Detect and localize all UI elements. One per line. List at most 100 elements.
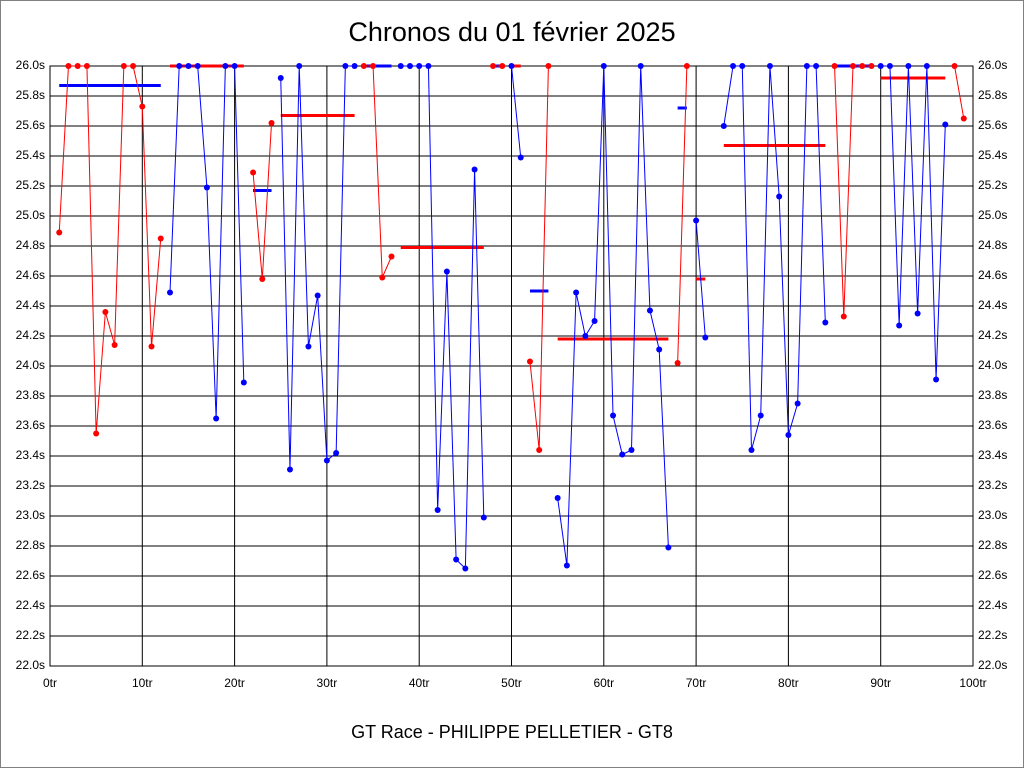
y-tick-label: 22.6s [16,568,45,582]
lap-point [646,307,653,314]
x-tick-label: 30tr [317,676,338,690]
y2-tick-label: 23.6s [978,418,1007,432]
lap-point [508,63,515,69]
lap-point [683,63,690,69]
y-tick-label: 24.0s [16,358,45,372]
lap-point [250,169,257,176]
chart-title: Chronos du 01 février 2025 [348,17,675,47]
lap-point [600,63,607,69]
y-tick-label: 22.8s [16,538,45,552]
y-tick-label: 22.4s [16,598,45,612]
y-tick-label: 26.0s [16,58,45,72]
lap-point [480,514,487,521]
lap-point [65,63,72,69]
lap-point [56,229,63,236]
x-tick-label: 90tr [870,676,891,690]
lap-line [400,65,485,570]
y2-tick-label: 24.8s [978,238,1007,252]
lap-point [822,319,829,326]
lap-point [157,235,164,242]
lap-point [185,63,192,69]
y-tick-label: 25.0s [16,208,45,222]
lap-point [296,63,303,69]
lap-point [453,556,460,563]
y-tick-label: 25.6s [16,118,45,132]
y-tick-label: 23.6s [16,418,45,432]
lap-point [840,313,847,320]
y2-tick-label: 22.0s [978,658,1007,672]
lap-line [363,65,392,278]
lap-point [286,466,293,473]
lap-point [471,166,478,173]
lap-point [563,562,570,569]
y-tick-label: 25.8s [16,88,45,102]
lap-point [886,63,893,69]
lap-point [914,310,921,317]
lap-point [526,358,533,365]
x-tick-label: 60tr [593,676,614,690]
lap-point [960,115,967,122]
y2-tick-label: 25.6s [978,118,1007,132]
lap-line [880,65,946,380]
lap-point [443,268,450,275]
lap-point [850,63,857,69]
lap-point [425,63,432,69]
lap-point [637,63,644,69]
lap-point [591,318,598,324]
lap-point [176,63,183,69]
y2-tick-label: 25.8s [978,88,1007,102]
lap-point [766,63,773,69]
x-tick-label: 100tr [959,676,986,690]
lap-point [748,447,755,453]
y-tick-label: 23.2s [16,478,45,492]
y-tick-label: 23.4s [16,448,45,462]
lap-point [231,63,238,69]
lap-point [462,565,469,572]
lap-point [222,63,229,69]
lap-point [277,75,284,81]
lap-point [720,123,727,129]
y2-tick-label: 23.8s [978,388,1007,402]
x-tick-label: 80tr [778,676,799,690]
lap-point [619,451,626,458]
lap-point [582,333,589,339]
lap-point [388,253,395,260]
lap-line [511,65,522,158]
lap-point [665,544,672,551]
lap-point [111,342,118,348]
lap-point [730,63,737,69]
y2-tick-label: 25.4s [978,148,1007,162]
lap-point [379,274,386,281]
lap-point [203,184,210,191]
lap-point [933,376,940,383]
lap-point [554,495,561,501]
lap-line [954,65,965,119]
x-tick-label: 40tr [409,676,430,690]
chart-footer: GT Race - PHILIPPE PELLETIER - GT8 [351,722,673,742]
lap-point [628,447,635,453]
y2-tick-label: 24.0s [978,358,1007,372]
lap-point [831,63,838,69]
y2-tick-label: 24.4s [978,298,1007,312]
lap-point [360,63,367,69]
y-tick-label: 24.2s [16,328,45,342]
lap-point [868,63,875,69]
lap-point [656,346,663,353]
lap-point [702,334,709,341]
y2-tick-label: 23.2s [978,478,1007,492]
lap-point [342,63,349,69]
x-tick-label: 70tr [686,676,707,690]
y2-tick-label: 22.6s [978,568,1007,582]
lap-point [194,63,201,69]
lap-point [74,63,81,69]
lap-point [923,63,930,69]
y2-tick-label: 22.8s [978,538,1007,552]
y2-tick-label: 22.2s [978,628,1007,642]
y2-tick-label: 22.4s [978,598,1007,612]
lap-point [314,292,321,299]
lap-point [166,289,173,296]
plot-area: 22.0s 22.0s 22.2s 22.2s 22.4s 22.4s 22.6s 22.6s… [16,58,1008,690]
lap-point [333,450,340,456]
x-tick-label: 10tr [132,676,153,690]
